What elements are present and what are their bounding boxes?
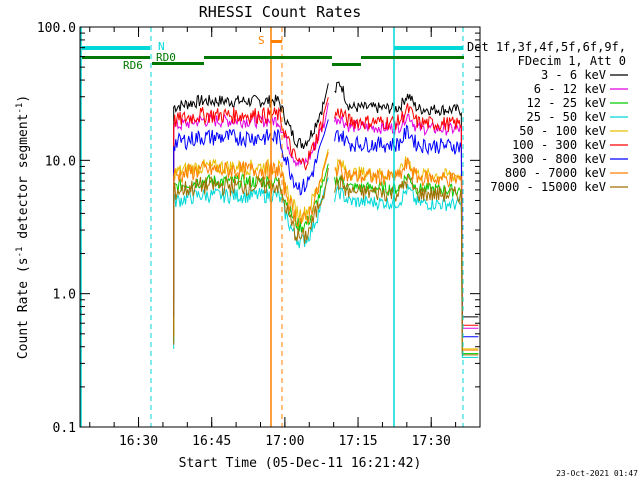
series-line-3 <box>173 177 329 349</box>
series-line-1 <box>173 102 329 306</box>
x-axis-label: Start Time (05-Dec-11 16:21:42) <box>179 456 422 471</box>
x-tick-label: 17:00 <box>265 434 304 449</box>
decimation-bar <box>82 56 150 59</box>
x-tick-label: 17:30 <box>412 434 451 449</box>
legend-label: 100 - 300 keV <box>512 138 606 152</box>
legend-label: 800 - 7000 keV <box>505 166 606 180</box>
legend-header-line2: FDecim 1, Att 0 <box>518 54 626 68</box>
series-line-8 <box>173 167 329 345</box>
axis-layer: 16:30 16:45 17:00 17:15 17:30 0.1 1.0 10.0 100.0 <box>37 21 481 449</box>
decimation-bar <box>332 63 361 66</box>
decimation-bar <box>361 56 464 59</box>
saa-label: S <box>258 34 265 47</box>
plot-frame <box>79 26 481 428</box>
timestamp: 23-Oct-2021 01:47 <box>556 469 638 478</box>
legend-label: 300 - 800 keV <box>512 152 606 166</box>
night-bar <box>394 46 463 50</box>
series-line-3-b <box>334 184 479 358</box>
night-label: N <box>158 40 165 53</box>
legend-header-line1: Det 1f,3f,4f,5f,6f,9f, <box>467 40 626 54</box>
x-tick-label: 17:15 <box>338 434 377 449</box>
series-line-6 <box>173 119 329 317</box>
series-line-0 <box>173 83 329 291</box>
series-line-6-b <box>334 124 479 338</box>
series-line-7-b <box>334 157 479 351</box>
series-line-8-b <box>334 174 479 356</box>
legend-label: 6 - 12 keV <box>534 82 606 96</box>
decimation-bar <box>204 56 332 59</box>
night-bar <box>82 46 150 50</box>
series-line-1-b <box>334 113 479 329</box>
series-layer <box>173 81 479 358</box>
y-tick-label: 10.0 <box>45 154 76 169</box>
y-tick-label: 0.1 <box>53 421 76 436</box>
legend-label: 3 - 6 keV <box>541 68 606 82</box>
y-axis-label: Count Rate (s-1 detector segment-1) <box>15 95 31 359</box>
legend-label: 12 - 25 keV <box>527 96 606 110</box>
y-tick-label: 1.0 <box>53 288 76 303</box>
rd6-label: RD6 <box>123 59 143 72</box>
chart-title: RHESSI Count Rates <box>199 3 362 21</box>
rd0-label: RD0 <box>156 51 176 64</box>
legend: Det 1f,3f,4f,5f,6f,9f, FDecim 1, Att 0 3… <box>467 40 628 194</box>
series-line-4-b <box>334 156 479 350</box>
decimation-bar <box>152 62 204 65</box>
legend-label: 25 - 50 keV <box>527 110 606 124</box>
series-line-4 <box>173 148 329 335</box>
series-line-7 <box>173 152 329 337</box>
legend-label: 50 - 100 keV <box>519 124 606 138</box>
saa-bar <box>271 40 282 43</box>
x-tick-label: 16:30 <box>119 434 158 449</box>
legend-label: 7000 - 15000 keV <box>490 180 606 194</box>
y-tick-label: 100.0 <box>37 21 76 36</box>
series-line-2 <box>173 163 329 343</box>
x-tick-label: 16:45 <box>192 434 231 449</box>
series-line-5 <box>173 97 329 302</box>
series-line-0-b <box>334 81 479 318</box>
series-line-5-b <box>334 103 479 326</box>
